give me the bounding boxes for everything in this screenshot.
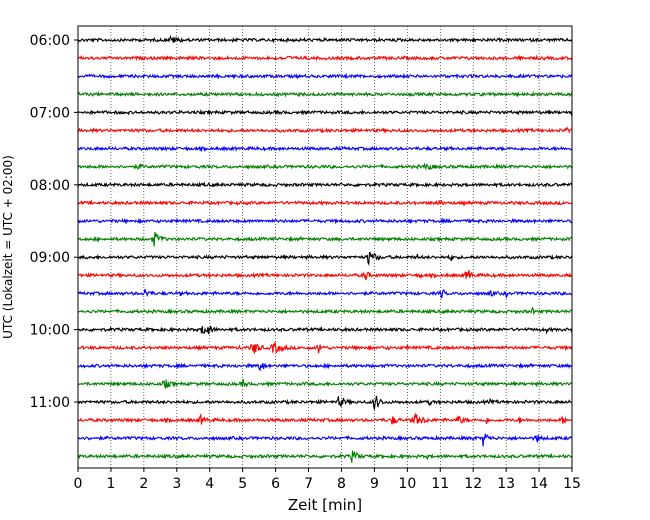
- trace-0800: [77, 181, 573, 189]
- trace-0615: [77, 54, 573, 62]
- x-tick-label: 14: [530, 476, 548, 492]
- trace-0700: [77, 108, 573, 116]
- x-tick-label: 4: [205, 476, 214, 492]
- trace-0745: [77, 162, 573, 171]
- x-tick-label: 15: [563, 476, 581, 492]
- x-tick-label: 6: [271, 476, 280, 492]
- y-tick-label: 06:00: [30, 33, 70, 49]
- trace-0830: [77, 217, 573, 225]
- y-tick-label: 08:00: [30, 178, 70, 194]
- trace-0715: [77, 126, 573, 134]
- x-tick-label: 10: [398, 476, 416, 492]
- trace-0915: [77, 269, 573, 281]
- x-tick-label: 12: [464, 476, 482, 492]
- y-tick-label: 11:00: [30, 395, 70, 411]
- x-tick-label: 8: [337, 476, 346, 492]
- y-tick-label: 07:00: [30, 105, 70, 121]
- trace-0930: [77, 288, 573, 299]
- y-tick-label: 09:00: [30, 250, 70, 266]
- x-tick-label: 5: [238, 476, 247, 492]
- x-tick-label: 11: [431, 476, 449, 492]
- seismic-traces: [77, 34, 573, 463]
- y-ticks: 06:00 07:00 08:00 09:00 10:00 11:00: [30, 33, 78, 411]
- trace-0630: [77, 72, 573, 80]
- trace-1145: [77, 450, 573, 463]
- trace-0815: [77, 199, 573, 207]
- x-tick-label: 3: [172, 476, 181, 492]
- trace-1030: [77, 362, 573, 372]
- trace-1130: [77, 433, 573, 447]
- trace-0945: [77, 306, 573, 316]
- trace-1015: [77, 342, 573, 355]
- y-axis-label: UTC (Lokalzeit = UTC + 02:00): [1, 155, 15, 339]
- trace-1000: [77, 324, 573, 335]
- trace-1115: [77, 412, 573, 425]
- x-tick-label: 13: [497, 476, 515, 492]
- trace-0600: [77, 34, 573, 44]
- x-tick-label: 2: [139, 476, 148, 492]
- plot-frame: [77, 25, 573, 469]
- x-ticks: 0 1 2 3 4 5 6 7 8 9 10 11 12 13 14 15: [74, 468, 581, 492]
- trace-1100: [77, 395, 573, 410]
- trace-0645: [77, 90, 573, 98]
- x-axis-label: Zeit [min]: [288, 496, 362, 514]
- trace-0845: [77, 231, 573, 247]
- y-tick-label: 10:00: [30, 323, 70, 339]
- x-tick-label: 0: [74, 476, 83, 492]
- trace-0730: [77, 145, 573, 153]
- x-tick-label: 7: [304, 476, 313, 492]
- x-tick-label: 1: [106, 476, 115, 492]
- trace-1045: [77, 378, 573, 390]
- trace-0900: [77, 251, 573, 266]
- x-tick-label: 9: [370, 476, 379, 492]
